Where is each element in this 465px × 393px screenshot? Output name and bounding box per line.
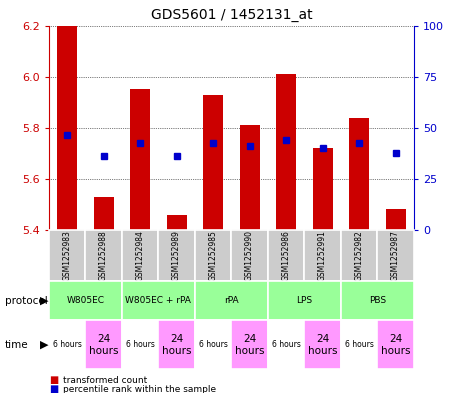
Bar [166, 215, 186, 230]
Bar [268, 230, 305, 281]
Bar [276, 74, 296, 230]
Text: GSM1252988: GSM1252988 [99, 230, 108, 281]
Text: ▶: ▶ [40, 296, 48, 306]
Bar [86, 230, 122, 281]
Text: PBS: PBS [369, 296, 386, 305]
Text: 6 hours: 6 hours [345, 340, 373, 349]
Bar [312, 148, 332, 230]
Bar [122, 230, 158, 281]
Bar [239, 125, 259, 230]
Text: GSM1252984: GSM1252984 [136, 230, 145, 281]
Text: GSM1252990: GSM1252990 [245, 230, 254, 281]
Bar [93, 196, 113, 230]
Bar [268, 320, 305, 369]
Text: 24
hours: 24 hours [89, 334, 118, 356]
Title: GDS5601 / 1452131_at: GDS5601 / 1452131_at [151, 8, 312, 22]
Text: GSM1252982: GSM1252982 [355, 230, 364, 281]
Text: 6 hours: 6 hours [53, 340, 81, 349]
Text: GSM1252991: GSM1252991 [318, 230, 327, 281]
Bar [130, 89, 150, 230]
Bar [49, 281, 122, 320]
Bar [349, 118, 369, 230]
Bar [385, 209, 405, 230]
Text: protocol: protocol [5, 296, 47, 306]
Text: percentile rank within the sample: percentile rank within the sample [63, 385, 216, 393]
Bar [122, 320, 158, 369]
Text: LPS: LPS [296, 296, 312, 305]
Bar [268, 281, 341, 320]
Bar [232, 320, 268, 369]
Text: 24
hours: 24 hours [162, 334, 191, 356]
Text: 24
hours: 24 hours [381, 334, 410, 356]
Text: 6 hours: 6 hours [199, 340, 227, 349]
Text: transformed count: transformed count [63, 376, 147, 385]
Bar [378, 230, 414, 281]
Text: W805EC: W805EC [66, 296, 104, 305]
Text: time: time [5, 340, 28, 350]
Bar [195, 230, 232, 281]
Text: 6 hours: 6 hours [126, 340, 154, 349]
Bar [57, 26, 77, 230]
Text: 24
hours: 24 hours [308, 334, 337, 356]
Text: GSM1252989: GSM1252989 [172, 230, 181, 281]
Text: ■: ■ [49, 384, 58, 393]
Bar [341, 320, 378, 369]
Bar [195, 281, 268, 320]
Text: GSM1252985: GSM1252985 [209, 230, 218, 281]
Text: ■: ■ [49, 375, 58, 386]
Bar [158, 230, 195, 281]
Text: GSM1252983: GSM1252983 [63, 230, 72, 281]
Bar [158, 320, 195, 369]
Bar [203, 95, 223, 230]
Bar [341, 281, 414, 320]
Bar [378, 320, 414, 369]
Bar [195, 320, 232, 369]
Text: 24
hours: 24 hours [235, 334, 264, 356]
Text: ▶: ▶ [40, 340, 48, 350]
Text: W805EC + rPA: W805EC + rPA [126, 296, 191, 305]
Bar [305, 320, 341, 369]
Bar [232, 230, 268, 281]
Bar [122, 281, 195, 320]
Bar [86, 320, 122, 369]
Bar [49, 230, 86, 281]
Text: GSM1252986: GSM1252986 [282, 230, 291, 281]
Text: rPA: rPA [224, 296, 239, 305]
Bar [305, 230, 341, 281]
Bar [341, 230, 378, 281]
Text: 6 hours: 6 hours [272, 340, 300, 349]
Bar [49, 320, 86, 369]
Text: GSM1252987: GSM1252987 [391, 230, 400, 281]
